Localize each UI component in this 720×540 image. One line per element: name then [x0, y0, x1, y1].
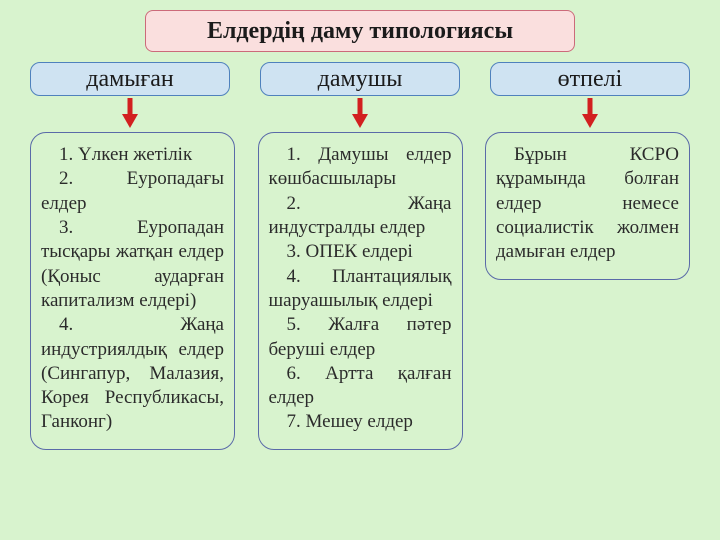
arrow-wrap	[490, 98, 690, 130]
arrow-down-icon	[121, 98, 139, 128]
category-label: өтпелі	[558, 66, 623, 93]
list-item: 4. Жаңа индустриялдық елдер (Сингапур, М…	[41, 313, 224, 435]
list-item: 7. Мешеу елдер	[269, 410, 452, 434]
body-row: 1. Үлкен жетілік 2. Еуропадағы елдер 3. …	[18, 132, 702, 450]
list-item: 3. ОПЕК елдері	[269, 240, 452, 264]
list-item: 5. Жалға пәтер беруші елдер	[269, 313, 452, 362]
body-transitional: Бұрын КСРО құрамында болған елдер немесе…	[485, 132, 690, 280]
title-text: Елдердің даму типологиясы	[207, 18, 513, 45]
category-developing: дамушы	[260, 62, 460, 96]
arrow-down-icon	[351, 98, 369, 128]
list-item: Бұрын КСРО құрамында болған елдер немесе…	[496, 143, 679, 265]
body-developing: 1. Дамушы елдер көшбасшылары 2. Жаңа инд…	[258, 132, 463, 450]
body-developed: 1. Үлкен жетілік 2. Еуропадағы елдер 3. …	[30, 132, 235, 450]
diagram-canvas: Елдердің даму типологиясы дамыған дамушы…	[0, 0, 720, 540]
list-item: 1. Дамушы елдер көшбасшылары	[269, 143, 452, 192]
category-row: дамыған дамушы өтпелі	[18, 62, 702, 96]
title-box: Елдердің даму типологиясы	[145, 10, 575, 52]
category-transitional: өтпелі	[490, 62, 690, 96]
list-item: 4. Плантациялық шаруашылық елдері	[269, 265, 452, 314]
category-label: дамыған	[86, 66, 174, 93]
arrow-wrap	[30, 98, 230, 130]
list-item: 1. Үлкен жетілік	[41, 143, 224, 167]
list-item: 6. Артта қалған елдер	[269, 362, 452, 411]
arrow-down-icon	[581, 98, 599, 128]
arrow-wrap	[260, 98, 460, 130]
list-item: 2. Жаңа индустралды елдер	[269, 192, 452, 241]
arrow-row	[18, 98, 702, 130]
category-label: дамушы	[318, 66, 403, 93]
list-item: 2. Еуропадағы елдер	[41, 167, 224, 216]
category-developed: дамыған	[30, 62, 230, 96]
list-item: 3. Еуропадан тысқары жатқан елдер (Қоныс…	[41, 216, 224, 313]
